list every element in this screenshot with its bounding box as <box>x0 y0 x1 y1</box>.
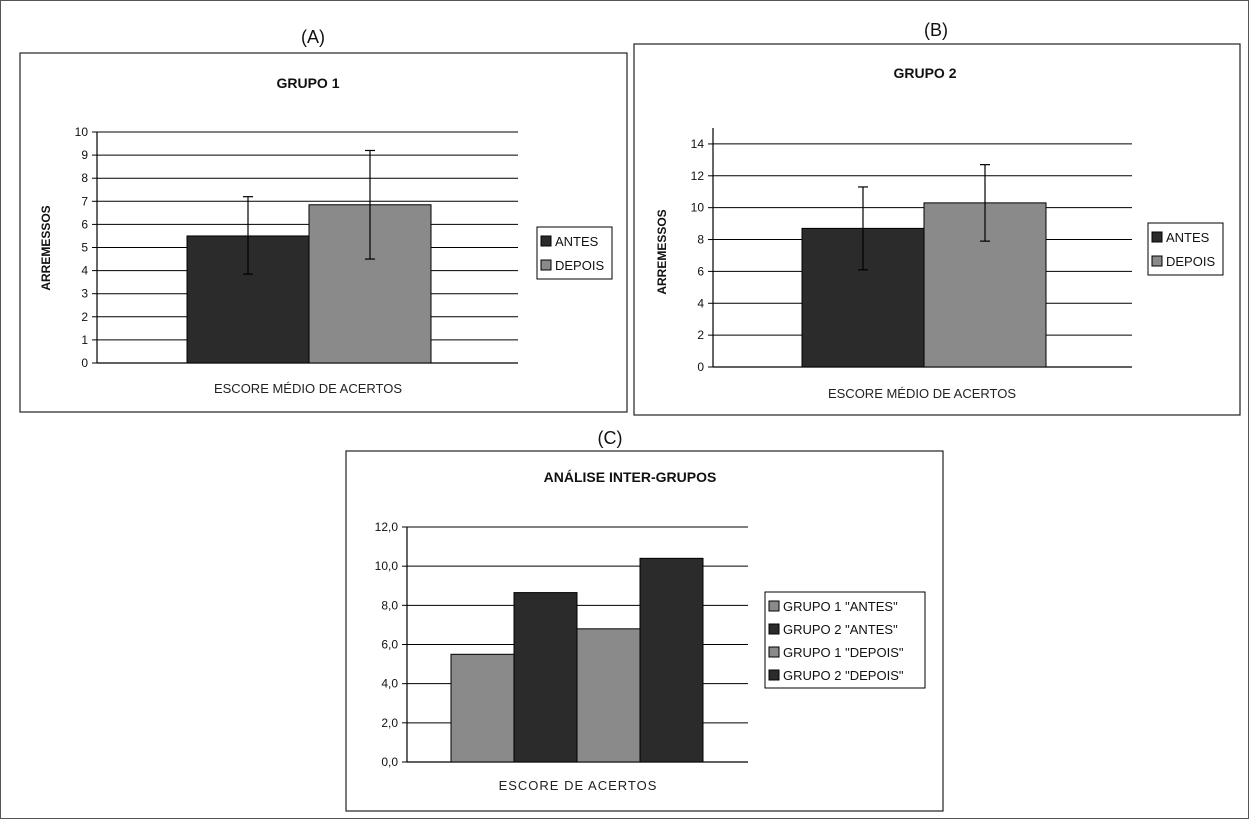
panel-c-ytick-label: 8,0 <box>381 598 398 612</box>
panel-c-ytick-label: 0,0 <box>381 755 398 769</box>
panel-b-ylabel: ARREMESSOS <box>655 209 669 294</box>
panel-c-plot: 0,0 2,0 4,0 6,0 8,0 10,0 12,0 <box>375 520 748 769</box>
panel-b-title: GRUPO 2 <box>893 65 956 81</box>
panel-c-legend-label: GRUPO 2 "DEPOIS" <box>783 668 904 683</box>
panel-c-bar <box>576 628 641 763</box>
panel-a-ytick-label: 9 <box>81 148 88 162</box>
panel-a-ytick-label: 6 <box>81 217 88 231</box>
panel-b-legend-swatch <box>1151 231 1163 243</box>
panel-a-xlabel: ESCORE MÉDIO DE ACERTOS <box>214 381 402 396</box>
panel-c-legend-label: GRUPO 2 "ANTES" <box>783 622 898 637</box>
panel-b-legend-label: DEPOIS <box>1166 254 1215 269</box>
panel-a-ytick-label: 8 <box>81 171 88 185</box>
panel-a-ytick-label: 1 <box>81 333 88 347</box>
panel-b-legend: ANTES DEPOIS <box>1147 222 1224 276</box>
panel-a-ytick-label: 3 <box>81 287 88 301</box>
panel-b-ytick-label: 0 <box>697 360 704 374</box>
panel-c-ytick-label: 4,0 <box>381 677 398 691</box>
panel-a-ylabel: ARREMESSOS <box>39 205 53 290</box>
panel-b-ytick-label: 10 <box>691 201 705 215</box>
panel-b-ytick-label: 14 <box>691 137 705 151</box>
panel-a-legend-swatch <box>540 259 552 271</box>
panel-a-legend-label: DEPOIS <box>555 258 604 273</box>
panel-b-label: (B) <box>924 20 948 40</box>
panel-c-legend-box <box>764 591 926 689</box>
panel-a-ytick-label: 4 <box>81 264 88 278</box>
panel-a-legend-label: ANTES <box>555 234 599 249</box>
panel-a-ytick-label: 0 <box>81 356 88 370</box>
panel-b-ytick-label: 12 <box>691 169 705 183</box>
panel-c-label: (C) <box>598 428 623 448</box>
panel-c-legend-swatch <box>768 646 780 658</box>
panel-c-ytick-label: 12,0 <box>375 520 399 534</box>
panel-a-bar <box>186 235 310 364</box>
panel-c-ytick-label: 10,0 <box>375 559 399 573</box>
panel-a-ytick-label: 2 <box>81 310 88 324</box>
panel-b-legend-label: ANTES <box>1166 230 1210 245</box>
panel-c-legend-label: GRUPO 1 "DEPOIS" <box>783 645 904 660</box>
panel-a-ytick-label: 7 <box>81 194 88 208</box>
panel-a-label: (A) <box>301 27 325 47</box>
panel-c-legend-swatch <box>768 623 780 635</box>
panel-c-bar <box>450 653 515 763</box>
panel-b-ytick-label: 6 <box>697 264 704 278</box>
panel-c-ytick-label: 2,0 <box>381 716 398 730</box>
panel-a-plot: 0 1 2 3 4 5 6 7 8 9 10 <box>75 125 518 370</box>
panel-c-ytick-label: 6,0 <box>381 638 398 652</box>
panel-a-title: GRUPO 1 <box>276 75 339 91</box>
panel-b-ytick-label: 8 <box>697 233 704 247</box>
panel-a-ytick-label: 10 <box>75 125 89 139</box>
panel-a-legend: ANTES DEPOIS <box>536 226 613 280</box>
panel-c-bar <box>639 557 704 763</box>
panel-c-legend-swatch <box>768 600 780 612</box>
panel-b-plot: 0 2 4 6 8 10 12 14 <box>691 128 1132 374</box>
panel-c-legend-swatch <box>768 669 780 681</box>
panel-c-xlabel: ESCORE DE ACERTOS <box>499 778 658 793</box>
panel-c-legend-label: GRUPO 1 "ANTES" <box>783 599 898 614</box>
panel-c-legend: GRUPO 1 "ANTES" GRUPO 2 "ANTES" GRUPO 1 "D… <box>764 591 926 689</box>
panel-a-ytick-label: 5 <box>81 241 88 255</box>
panel-b-ytick-label: 4 <box>697 296 704 310</box>
panel-b-legend-swatch <box>1151 255 1163 267</box>
panel-a-legend-swatch <box>540 235 552 247</box>
panel-c-title: ANÁLISE INTER-GRUPOS <box>544 469 717 485</box>
panel-c-bar <box>513 592 578 763</box>
panel-b-xlabel: ESCORE MÉDIO DE ACERTOS <box>828 386 1016 401</box>
panel-b-ytick-label: 2 <box>697 328 704 342</box>
